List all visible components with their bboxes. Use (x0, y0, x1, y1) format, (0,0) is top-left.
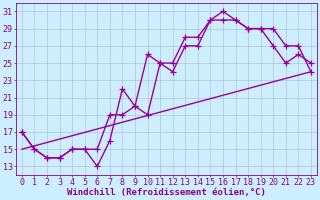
X-axis label: Windchill (Refroidissement éolien,°C): Windchill (Refroidissement éolien,°C) (67, 188, 266, 197)
